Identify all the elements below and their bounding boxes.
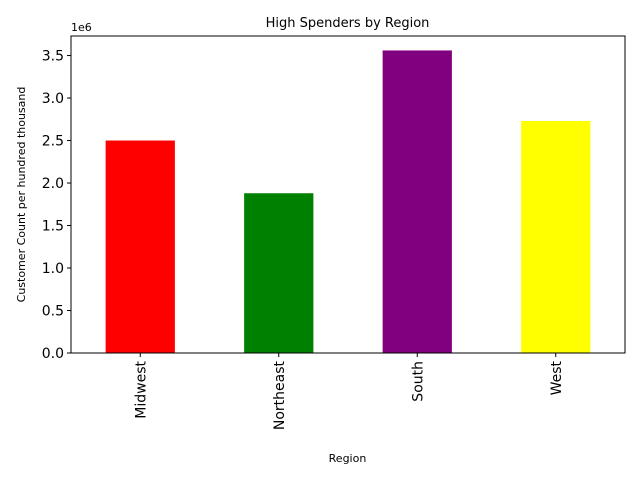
x-tick-label: West [549, 360, 565, 395]
chart-title: High Spenders by Region [266, 16, 430, 31]
x-tick-label: Midwest [133, 360, 149, 418]
x-tick-label: Northeast [272, 360, 288, 430]
y-axis-title: Customer Count per hundred thousand [15, 87, 28, 303]
bar-west [521, 120, 591, 354]
plot-frame [70, 35, 626, 354]
x-axis-title: Region [329, 452, 367, 465]
y-tick-label: 0.0 [42, 346, 64, 362]
y-tick-label: 1.5 [42, 219, 64, 235]
y-tick-label: 0.5 [42, 304, 64, 320]
y-axis-ticks: 0.0 0.5 1.0 1.5 2.0 2.5 3.0 3.5 [42, 49, 71, 362]
x-axis-ticks: Midwest Northeast South West [133, 353, 565, 430]
x-tick-label: South [410, 361, 426, 402]
y-axis-offset-label: 1e6 [71, 21, 92, 34]
bars-layer [105, 50, 591, 354]
bar-south [382, 50, 452, 353]
y-tick-label: 1.0 [42, 261, 64, 277]
y-tick-label: 2.5 [42, 134, 64, 150]
bar-northeast [244, 193, 314, 353]
y-tick-label: 3.5 [42, 49, 64, 65]
bar-midwest [105, 140, 175, 353]
y-tick-label: 3.0 [42, 91, 64, 107]
y-tick-label: 2.0 [42, 176, 64, 192]
